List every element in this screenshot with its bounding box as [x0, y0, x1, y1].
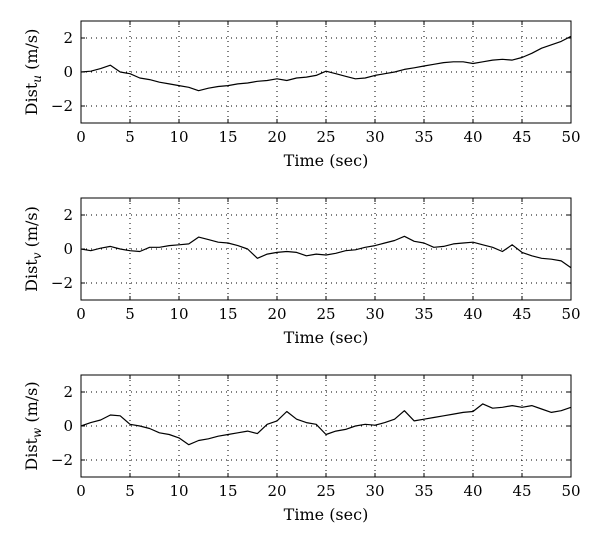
x-tick-label: 45: [512, 305, 531, 323]
y-tick-label: 2: [63, 383, 73, 401]
y-tick-label: 0: [63, 417, 73, 435]
x-tick-label: 25: [316, 128, 335, 146]
y-axis-label-sub: v: [30, 252, 44, 259]
x-tick-label: 40: [463, 305, 482, 323]
x-tick-label: 50: [561, 305, 580, 323]
y-tick-label: −2: [51, 97, 73, 115]
x-tick-label: 20: [267, 482, 286, 500]
x-tick-label: 40: [463, 482, 482, 500]
x-tick-label: 35: [414, 128, 433, 146]
y-tick-label: −2: [51, 451, 73, 469]
x-tick-label: 50: [561, 128, 580, 146]
plot-frame: [80, 20, 572, 124]
y-axis-label: Distu (m/s): [22, 29, 44, 116]
x-tick-label: 10: [169, 128, 188, 146]
x-tick-label: 10: [169, 482, 188, 500]
x-tick-label: 0: [76, 482, 86, 500]
x-axis-label: Time (sec): [284, 151, 369, 170]
x-tick-label: 50: [561, 482, 580, 500]
y-axis-label-unit: (m/s): [22, 29, 41, 75]
x-axis-label: Time (sec): [284, 505, 369, 524]
x-axis-label: Time (sec): [284, 328, 369, 347]
y-axis-label: Distw (m/s): [22, 381, 44, 470]
y-tick-label: 2: [63, 29, 73, 47]
series-line: [80, 35, 572, 92]
y-axis-label: Distv (m/s): [22, 206, 44, 292]
x-tick-label: 0: [76, 128, 86, 146]
y-axis-label-sub: u: [30, 75, 44, 83]
x-tick-label: 20: [267, 305, 286, 323]
y-tick-label: 2: [63, 206, 73, 224]
x-tick-label: 25: [316, 305, 335, 323]
x-tick-label: 35: [414, 305, 433, 323]
x-tick-label: 5: [125, 305, 135, 323]
x-tick-label: 40: [463, 128, 482, 146]
x-tick-label: 45: [512, 128, 531, 146]
plot-frame: [80, 374, 572, 478]
x-tick-label: 25: [316, 482, 335, 500]
x-tick-label: 10: [169, 305, 188, 323]
y-axis-label-base: Dist: [22, 82, 41, 115]
y-axis-label-base: Dist: [22, 437, 41, 470]
x-tick-label: 30: [365, 305, 384, 323]
x-tick-label: 30: [365, 128, 384, 146]
series-line: [80, 235, 572, 269]
x-tick-label: 15: [218, 128, 237, 146]
y-tick-label: −2: [51, 274, 73, 292]
x-tick-label: 35: [414, 482, 433, 500]
x-tick-label: 0: [76, 305, 86, 323]
y-axis-label-sub: w: [30, 427, 44, 438]
y-axis-label-base: Dist: [22, 259, 41, 292]
x-tick-label: 45: [512, 482, 531, 500]
y-axis-label-unit: (m/s): [22, 381, 41, 427]
series-line: [80, 403, 572, 446]
x-tick-label: 30: [365, 482, 384, 500]
plot-frame: [80, 197, 572, 301]
x-tick-label: 5: [125, 482, 135, 500]
x-tick-label: 20: [267, 128, 286, 146]
x-tick-label: 5: [125, 128, 135, 146]
y-axis-label-unit: (m/s): [22, 206, 41, 252]
y-tick-label: 0: [63, 63, 73, 81]
y-tick-label: 0: [63, 240, 73, 258]
x-tick-label: 15: [218, 482, 237, 500]
x-tick-label: 15: [218, 305, 237, 323]
